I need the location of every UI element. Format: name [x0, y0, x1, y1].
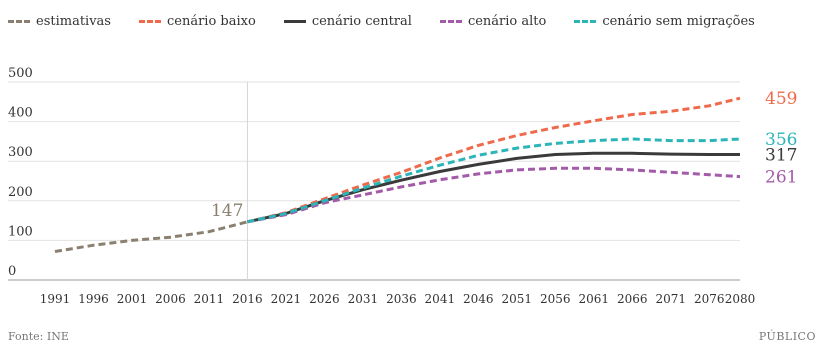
legend-label: cenário alto	[467, 13, 547, 29]
legend-label: estimativas	[36, 13, 111, 29]
x-tick-label: 2071	[655, 292, 686, 306]
x-tick-label: 2046	[463, 292, 494, 306]
x-tick-label: 2036	[386, 292, 417, 306]
source-note: Fonte: INE	[8, 330, 69, 343]
x-tick-label: 2080	[725, 292, 756, 306]
x-tick-label: 1996	[78, 292, 109, 306]
chart-legend: estimativas cenário baixo cenário central c…	[8, 10, 818, 32]
legend-item: estimativas	[8, 14, 111, 29]
x-tick-label: 2061	[578, 292, 609, 306]
legend-item: cenário sem migrações	[574, 14, 755, 29]
data-label: 147	[211, 201, 243, 221]
legend-label: cenário sem migrações	[602, 13, 755, 29]
legend-label: cenário baixo	[166, 13, 256, 29]
y-tick-label: 0	[8, 264, 16, 279]
data-label: 459	[765, 89, 797, 109]
y-tick-label: 200	[8, 185, 33, 200]
x-tick-label: 2011	[194, 292, 225, 306]
legend-item: cenário baixo	[138, 13, 256, 29]
legend-swatch	[8, 19, 30, 23]
legend-label: cenário central	[311, 13, 412, 29]
data-label: 317	[765, 145, 797, 165]
x-tick-label: 2021	[271, 292, 302, 306]
x-tick-label: 2026	[309, 292, 340, 306]
legend-item: cenário central	[283, 13, 412, 29]
y-tick-label: 500	[8, 66, 33, 81]
series-line	[247, 96, 741, 224]
x-tick-label: 2006	[155, 292, 186, 306]
x-tick-label: 2016	[232, 292, 263, 306]
y-tick-label: 100	[8, 224, 33, 239]
y-tick-label: 300	[8, 145, 33, 160]
series-line	[54, 220, 248, 253]
x-tick-label: 2041	[425, 292, 456, 306]
publisher-credit: PÚBLICO	[758, 330, 816, 343]
x-tick-label: 2031	[348, 292, 379, 306]
data-label: 261	[765, 168, 797, 188]
legend-swatch	[283, 19, 306, 23]
legend-swatch	[138, 19, 161, 23]
series-line	[247, 151, 740, 224]
legend-item: cenário alto	[439, 13, 547, 29]
legend-swatch	[574, 19, 597, 23]
series-line	[247, 166, 741, 224]
x-tick-label: 2056	[540, 292, 571, 306]
x-tick-label: 2076	[694, 292, 725, 306]
x-tick-label: 2051	[502, 292, 533, 306]
x-tick-label: 2066	[617, 292, 648, 306]
x-tick-label: 1991	[40, 292, 71, 306]
x-tick-label: 2001	[117, 292, 148, 306]
legend-swatch	[439, 19, 462, 23]
data-label: 356	[765, 130, 797, 150]
series-line	[247, 137, 741, 224]
y-tick-label: 400	[8, 106, 33, 121]
